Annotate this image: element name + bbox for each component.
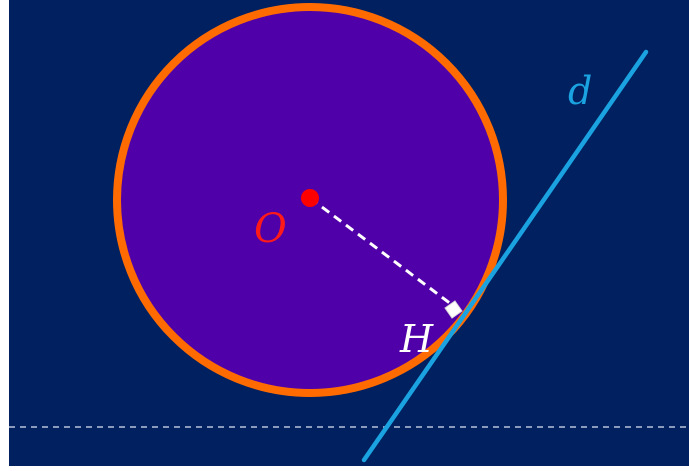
radius-oh — [309, 196, 456, 309]
line-label: d — [568, 69, 592, 113]
tangent-point-label: H — [399, 317, 434, 361]
center-point — [301, 189, 319, 207]
tangent-line-d — [361, 49, 649, 463]
right-angle-marker — [444, 300, 463, 319]
center-label: O — [254, 206, 287, 252]
